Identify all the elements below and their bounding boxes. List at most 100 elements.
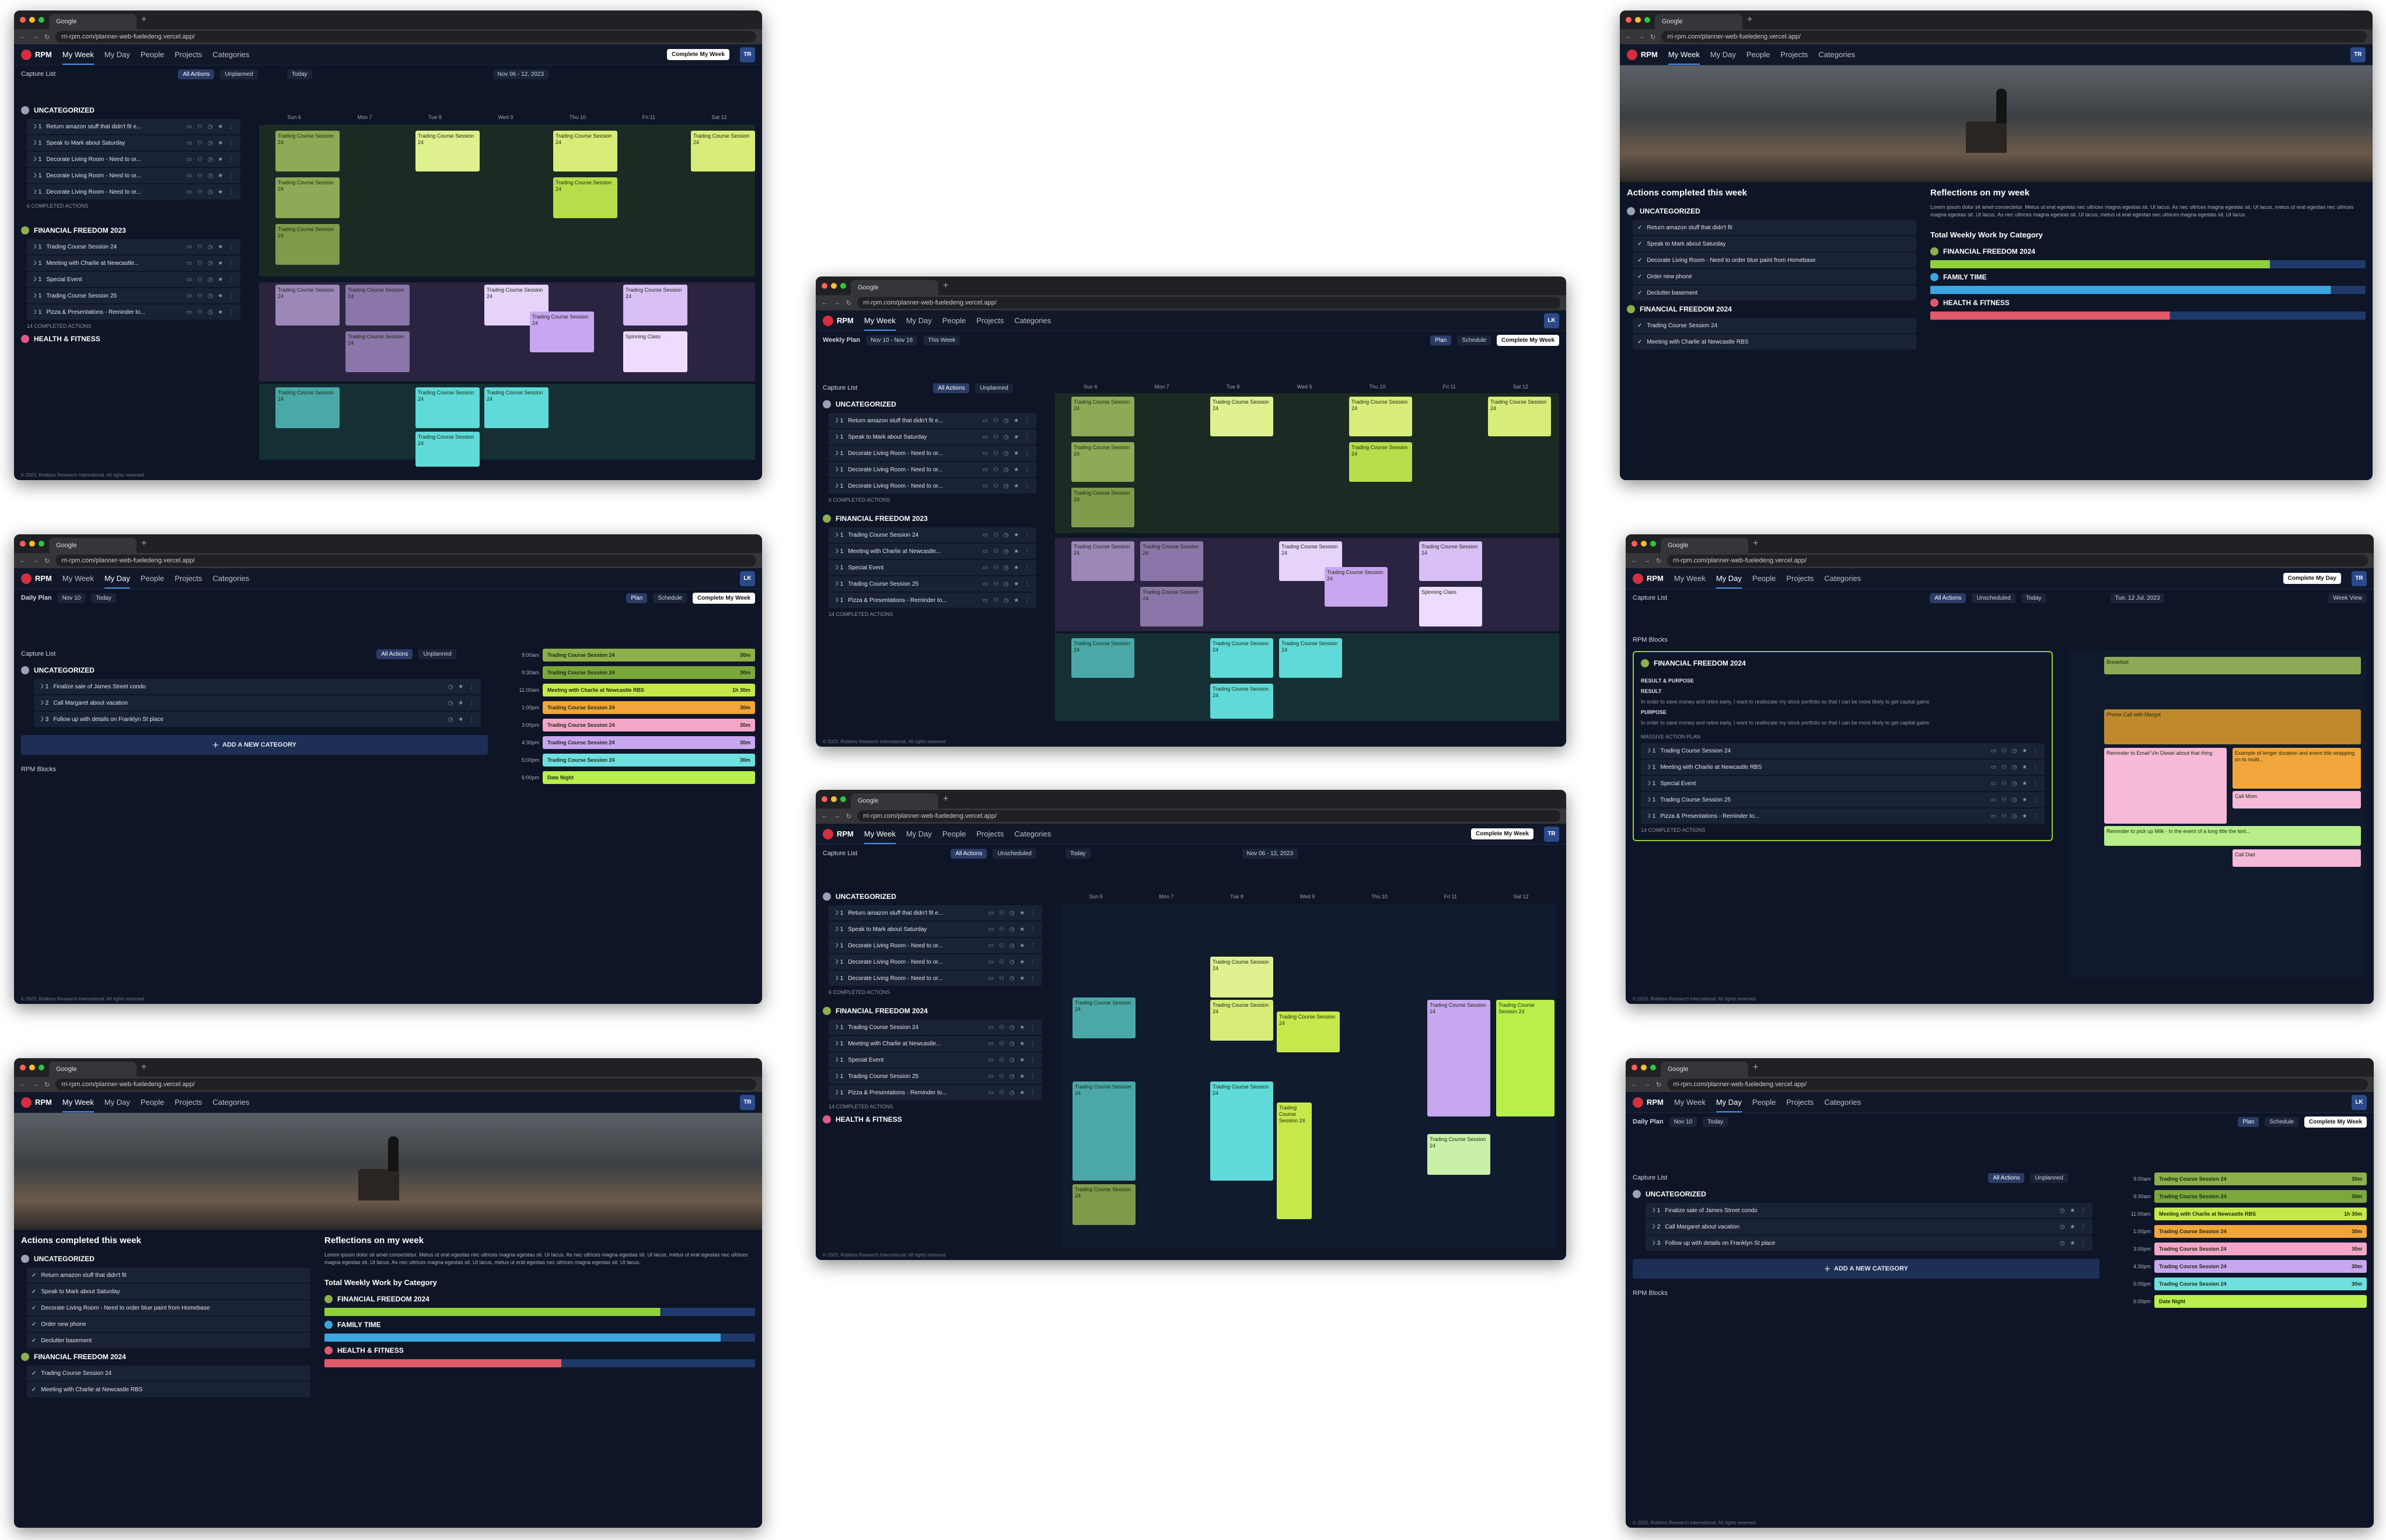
nav-categories[interactable]: Categories [212,50,250,59]
action-row[interactable]: ☽ 1 Special Event ▭ ⚇ ◷ ★ ⋮ [829,1052,1042,1068]
schedule-block[interactable]: Trading Course Session 24 30m [2154,1190,2367,1203]
completed-row[interactable]: ✓ Decorate Living Room - Need to order bl… [27,1300,310,1315]
reload-icon[interactable]: ↻ [1656,557,1662,565]
event-card[interactable]: Trading Course Session 24 [1277,1012,1340,1052]
action-card[interactable]: Trading Course Session 24 [1325,567,1388,607]
completed-row[interactable]: ✓ Order new phone [1633,269,1916,284]
schedule-row[interactable]: 9:30am Trading Course Session 24 30m [504,665,755,680]
action-card[interactable]: Spinning Class [623,331,687,372]
nav-people[interactable]: People [140,50,165,59]
schedule-block[interactable]: Trading Course Session 24 30m [2154,1225,2367,1238]
action-row[interactable]: ☽ 1 Decorate Living Room - Need to or... ▭… [829,446,1036,461]
browser-tab[interactable]: Google [1661,538,1748,553]
nav-people[interactable]: People [1752,1098,1776,1107]
url-field[interactable]: rri-rpm.com/planner-web-fueledeng.vercel… [1667,555,2368,566]
nav-my-day[interactable]: My Day [906,830,932,838]
new-tab-icon[interactable]: + [141,1062,147,1072]
all-actions-tab[interactable]: All Actions [376,649,413,659]
avatar[interactable]: LK [1544,313,1559,328]
action-card[interactable]: Trading Course Session 24 [1279,638,1342,678]
date-range[interactable]: Nov 06 - 12, 2023 [492,69,549,79]
url-field[interactable]: rri-rpm.com/planner-web-fueledeng.vercel… [1667,1079,2368,1090]
action-row[interactable]: ☽ 1 Special Event ▭ ⚇ ◷ ★ ⋮ [1641,776,2045,791]
forward-icon[interactable]: → [32,1081,39,1088]
schedule-block[interactable]: Trading Course Session 24 30m [2154,1278,2367,1290]
url-field[interactable]: rri-rpm.com/planner-web-fueledeng.vercel… [1661,31,2367,43]
forward-icon[interactable]: → [834,299,840,306]
action-row[interactable]: ☽ 1 Decorate Living Room - Need to or... ▭… [829,462,1036,477]
nav-my-week[interactable]: My Week [62,574,94,583]
category-health[interactable]: HEALTH & FITNESS [14,331,247,346]
action-card[interactable]: Trading Course Session 24 [275,224,340,265]
plan-tab[interactable]: Plan [2238,1116,2259,1127]
category-health[interactable]: HEALTH & FITNESS [816,1112,1049,1127]
schedule-block[interactable]: Trading Course Session 24 30m [543,666,755,679]
action-card[interactable]: Trading Course Session 24 [1349,397,1412,436]
action-card[interactable]: Trading Course Session 24 [553,131,617,172]
schedule-block[interactable]: Date Night [2154,1295,2367,1308]
action-row[interactable]: ☽ 1 Special Event ▭ ⚇ ◷ ★ ⋮ [829,560,1036,575]
action-card[interactable]: Trading Course Session 24 [1210,397,1273,436]
completed-row[interactable]: ✓ Meeting with Charlie at Newcastle RBS [27,1382,310,1397]
reload-icon[interactable]: ↻ [846,813,852,820]
nav-projects[interactable]: Projects [174,50,202,59]
rpm-logo[interactable]: RPM [21,1097,52,1108]
action-card[interactable]: Trading Course Session 24 [1349,442,1412,482]
nav-projects[interactable]: Projects [976,830,1004,838]
url-field[interactable]: rri-rpm.com/planner-web-fueledeng.vercel… [857,297,1560,309]
action-card[interactable]: Trading Course Session 24 [623,285,687,326]
today-button[interactable]: Today [1703,1116,1728,1127]
nav-categories[interactable]: Categories [1818,50,1856,59]
nav-categories[interactable]: Categories [212,1098,250,1107]
schedule-block[interactable]: Trading Course Session 24 30m [2154,1242,2367,1255]
action-row[interactable]: ☽ 1 Meeting with Charlie at Newcastle... ▭… [829,1036,1042,1051]
completed-row[interactable]: ✓ Declutter basement [27,1333,310,1348]
nav-my-day[interactable]: My Day [104,50,130,59]
unplanned-tab[interactable]: Unplanned [2030,1172,2068,1183]
schedule-block[interactable]: Date Night [543,771,755,784]
timeline-event[interactable]: Breakfast [2104,657,2361,674]
avatar[interactable]: TR [1544,826,1559,842]
nav-my-week[interactable]: My Week [864,830,896,844]
nav-projects[interactable]: Projects [1786,1098,1814,1107]
browser-tab[interactable]: Google [1661,1062,1748,1077]
action-row[interactable]: ☽ 1 Meeting with Charlie at Newcastle RBS… [1641,760,2045,775]
completed-row[interactable]: ✓ Trading Course Session 24 [27,1366,310,1381]
all-actions-tab[interactable]: All Actions [178,69,215,79]
this-week-button[interactable]: This Week [923,335,960,345]
event-card[interactable]: Trading Course Session 24 [1496,1000,1554,1116]
action-row[interactable]: ☽ 1 Speak to Mark about Saturday ▭ ⚇ ◷ ★ ⋮ [27,135,240,150]
nav-people[interactable]: People [140,1098,165,1107]
browser-tab[interactable]: Google [49,14,137,29]
schedule-block[interactable]: Trading Course Session 24 30m [543,736,755,749]
action-card[interactable]: Trading Course Session 24 [275,177,340,218]
new-tab-icon[interactable]: + [943,794,949,804]
timeline-event[interactable]: Call Mom [2233,791,2361,808]
timeline-event[interactable]: Example of longer duration and event tit… [2233,748,2361,789]
category-uncategorized[interactable]: UNCATEGORIZED [14,1251,317,1266]
nav-projects[interactable]: Projects [1786,574,1814,583]
action-row[interactable]: ☽ 1 Meeting with Charlie at Newcastle... ▭… [27,256,240,271]
unplanned-tab[interactable]: Unplanned [220,69,258,79]
nav-projects[interactable]: Projects [174,574,202,583]
nav-my-week[interactable]: My Week [864,316,896,331]
forward-icon[interactable]: → [1644,1081,1650,1088]
completed-count[interactable]: 6 COMPLETED ACTIONS [829,989,890,995]
new-tab-icon[interactable]: + [141,15,147,24]
timeline-event[interactable]: Reminder to pick up Milk - In the event … [2104,826,2361,846]
plan-tab[interactable]: Plan [1430,335,1452,345]
schedule-row[interactable]: 9:00am Trading Course Session 24 30m [504,648,755,663]
capture-list-toggle[interactable]: Capture List [21,71,56,78]
rpm-blocks-toggle[interactable]: RPM Blocks [1633,636,1668,643]
nav-people[interactable]: People [1746,50,1770,59]
today-button[interactable]: Today [91,593,116,603]
action-row[interactable]: ☽ 1 Trading Course Session 25 ▭ ⚇ ◷ ★ ⋮ [829,1069,1042,1084]
category-financial-freedom[interactable]: FINANCIAL FREEDOM 2024 [14,1349,317,1364]
nav-my-week[interactable]: My Week [1674,574,1706,583]
new-tab-icon[interactable]: + [1753,1062,1759,1072]
nav-categories[interactable]: Categories [1824,1098,1861,1107]
forward-icon[interactable]: → [32,33,39,40]
today-button[interactable]: Today [2021,593,2046,603]
schedule-row[interactable]: 1:00pm Trading Course Session 24 30m [2116,1224,2367,1239]
url-field[interactable]: rri-rpm.com/planner-web-fueledeng.vercel… [55,31,756,43]
